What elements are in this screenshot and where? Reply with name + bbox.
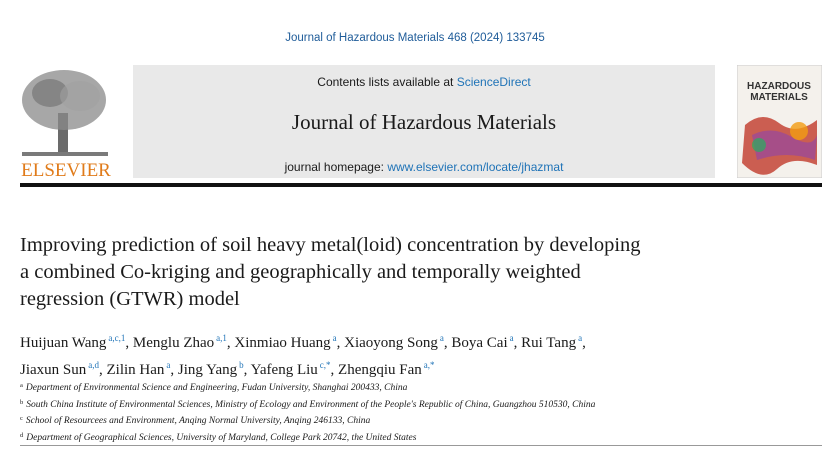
affiliation-key: c <box>20 415 23 422</box>
author-separator: , <box>513 335 518 351</box>
author-sup: a,c,1 <box>108 333 126 343</box>
affiliation: a Department of Environmental Science and… <box>20 379 595 396</box>
author-separator: , <box>125 335 130 351</box>
author: Yafeng Liu c,*, <box>250 360 335 378</box>
affiliation: c School of Resourcees and Environment, A… <box>20 412 595 429</box>
contents-prefix: Contents lists available at <box>317 75 457 89</box>
affiliation-key: a <box>20 382 23 389</box>
author-name: Jiaxun Sun <box>20 362 87 378</box>
affiliation: d Department of Geographical Sciences, Un… <box>20 429 595 446</box>
cover-title: MATERIALS <box>750 92 808 103</box>
author: Zhengqiu Fan a,* <box>338 360 435 378</box>
affiliation-text: School of Resourcees and Environment, An… <box>25 416 371 426</box>
title-line: regression (GTWR) model <box>20 288 240 310</box>
author-sup: b <box>239 360 244 370</box>
author-sup: a <box>578 333 583 343</box>
affiliation-text: Department of Environmental Science and … <box>25 383 408 393</box>
homepage-prefix: journal homepage: <box>284 160 388 174</box>
author: Xinmiao Huang a, <box>234 333 341 351</box>
author-separator: , <box>336 335 341 351</box>
author-name: Huijuan Wang <box>20 335 107 351</box>
author-line: Huijuan Wang a,c,1, Menglu Zhao a,1, Xinmi… <box>20 327 586 354</box>
header-band <box>133 65 715 178</box>
affiliation-key: d <box>20 431 24 439</box>
author: Huijuan Wang a,c,1, <box>20 333 130 351</box>
author-sup: a,* <box>423 360 435 370</box>
author-name: Zilin Han <box>106 362 165 378</box>
affiliation: b South China Institute of Environmental … <box>20 396 595 413</box>
publisher-name: ELSEVIER <box>21 160 111 180</box>
affiliation-text: Department of Geographical Sciences, Uni… <box>26 432 417 443</box>
title-line: a combined Co-kriging and geographically… <box>20 261 581 283</box>
author: Xiaoyong Song a, <box>344 333 448 351</box>
author-name: Boya Cai <box>451 335 508 351</box>
author: Zilin Han a, <box>106 360 175 378</box>
article-title: Improving prediction of soil heavy metal… <box>20 232 641 313</box>
author-name: Rui Tang <box>521 335 577 351</box>
author: Boya Cai a, <box>451 333 518 351</box>
sciencedirect-link[interactable]: ScienceDirect <box>456 75 531 89</box>
homepage-line: journal homepage: www.elsevier.com/locat… <box>133 160 715 174</box>
contents-line: Contents lists available at ScienceDirec… <box>133 75 715 89</box>
author-name: Menglu Zhao <box>132 335 215 351</box>
author-sup: a <box>332 333 337 343</box>
author-list: Huijuan Wang a,c,1, Menglu Zhao a,1, Xinmi… <box>20 327 586 381</box>
author-sup: a <box>439 333 444 343</box>
author: Menglu Zhao a,1, <box>132 333 231 351</box>
author-sup: a,1 <box>216 333 227 343</box>
author-name: Jing Yang <box>177 362 238 378</box>
author-separator: , <box>226 335 231 351</box>
author-name: Zhengqiu Fan <box>338 362 422 378</box>
author-separator: , <box>330 362 335 378</box>
homepage-link[interactable]: www.elsevier.com/locate/jhazmat <box>387 160 564 174</box>
author-line: Jiaxun Sun a,d, Zilin Han a, Jing Yang b, Y… <box>20 354 586 381</box>
author-sup: a <box>166 360 171 370</box>
author: Jing Yang b, <box>177 360 248 378</box>
author-name: Xinmiao Huang <box>234 335 331 351</box>
author-separator: , <box>582 335 586 351</box>
affiliation-list: a Department of Environmental Science and… <box>20 379 595 445</box>
author-separator: , <box>170 362 175 378</box>
publisher-logo: ELSEVIER <box>21 70 111 180</box>
title-line: Improving prediction of soil heavy metal… <box>20 234 641 256</box>
author-name: Yafeng Liu <box>250 362 318 378</box>
journal-cover: HAZARDOUS MATERIALS <box>737 65 822 178</box>
cover-title: HAZARDOUS <box>747 81 811 92</box>
header-rule <box>20 183 822 187</box>
author-sup: c,* <box>319 360 331 370</box>
footer-rule <box>20 445 822 446</box>
author-sup: a,d <box>88 360 100 370</box>
author: Jiaxun Sun a,d, <box>20 360 103 378</box>
author-separator: , <box>99 362 103 378</box>
author: Rui Tang a, <box>521 333 586 351</box>
affiliation-key: b <box>20 398 24 406</box>
author-sup: a <box>509 333 514 343</box>
author-name: Xiaoyong Song <box>344 335 438 351</box>
affiliation-text: South China Institute of Environmental S… <box>26 399 596 410</box>
journal-name: Journal of Hazardous Materials <box>291 110 557 134</box>
citation: Journal of Hazardous Materials 468 (2024… <box>285 32 545 44</box>
author-separator: , <box>443 335 448 351</box>
author-separator: , <box>243 362 248 378</box>
